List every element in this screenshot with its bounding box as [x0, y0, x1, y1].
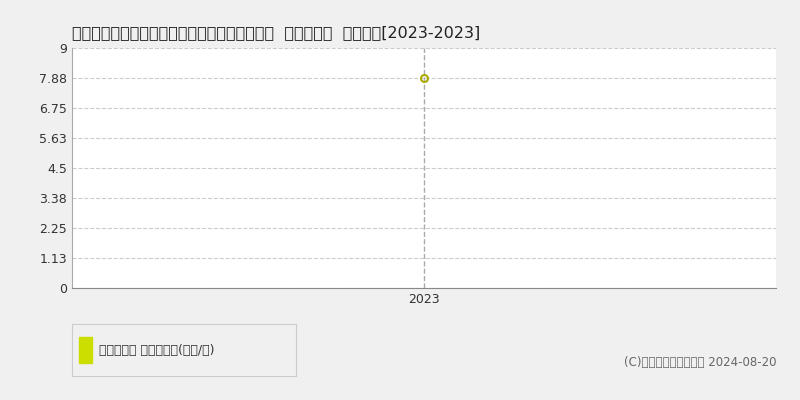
Text: 愛知県北設楽郡設楽町田口字ヒロカイツ５番外  基準地価格  地価推移[2023-2023]: 愛知県北設楽郡設楽町田口字ヒロカイツ５番外 基準地価格 地価推移[2023-20…	[72, 25, 480, 40]
Text: (C)土地価格ドットコム 2024-08-20: (C)土地価格ドットコム 2024-08-20	[623, 356, 776, 368]
Text: 基準地価格 平均坪単価(万円/坪): 基準地価格 平均坪単価(万円/坪)	[99, 344, 214, 356]
Bar	[78, 337, 92, 363]
